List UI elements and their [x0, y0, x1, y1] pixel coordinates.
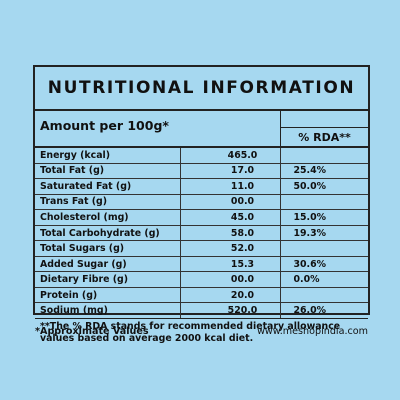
nutrient-rda: 50.0%: [279, 178, 368, 195]
nutrition-table: Energy (kcal) 465.0 Total Fat (g) 17.0 25.4%…: [35, 148, 368, 320]
nutrient-value: 00.0: [179, 194, 280, 211]
table-row: Trans Fat (g) 00.0: [35, 194, 368, 211]
nutrient-value: 45.0: [179, 209, 280, 226]
nutrient-rda: 26.0%: [279, 302, 368, 320]
nutrient-value: 465.0: [179, 148, 280, 164]
nutrient-name: Protein (g): [35, 287, 180, 304]
nutrient-name: Added Sugar (g): [35, 256, 180, 273]
nutrient-name: Cholesterol (mg): [35, 209, 180, 226]
panel-title: NUTRITIONAL INFORMATION: [35, 67, 368, 111]
nutrient-name: Trans Fat (g): [35, 194, 180, 211]
table-row: Saturated Fat (g) 11.0 50.0%: [35, 178, 368, 195]
nutrient-value: 20.0: [179, 287, 280, 304]
table-row: Sodium (mg) 520.0 26.0%: [35, 302, 368, 320]
table-row: Cholesterol (mg) 45.0 15.0%: [35, 209, 368, 226]
nutrient-rda: 30.6%: [279, 256, 368, 273]
nutrient-rda: 15.0%: [279, 209, 368, 226]
nutrient-rda: 25.4%: [279, 163, 368, 180]
rda-header-cell: % RDA**: [280, 111, 368, 146]
nutrient-value: 58.0: [179, 225, 280, 242]
nutrient-name: Dietary Fibre (g): [35, 271, 180, 288]
table-row: Total Carbohydrate (g) 58.0 19.3%: [35, 225, 368, 242]
nutrient-rda: [279, 148, 368, 164]
table-row: Dietary Fibre (g) 00.0 0.0%: [35, 271, 368, 288]
nutrient-rda: [279, 240, 368, 257]
table-row: Energy (kcal) 465.0: [35, 148, 368, 164]
nutrient-name: Sodium (mg): [35, 302, 180, 320]
nutrient-value: 52.0: [179, 240, 280, 257]
amount-label: Amount per 100g*: [40, 118, 169, 133]
nutrient-value: 15.3: [179, 256, 280, 273]
nutrient-value: 00.0: [179, 271, 280, 288]
nutrient-rda: 19.3%: [279, 225, 368, 242]
rda-footnote: **The % RDA stands for recommended dieta…: [40, 321, 341, 345]
nutrient-value: 520.0: [179, 302, 280, 320]
approx-values-note: *Approximate Values: [35, 326, 149, 337]
amount-header-row: Amount per 100g* % RDA**: [35, 111, 368, 148]
nutrient-name: Total Carbohydrate (g): [35, 225, 180, 242]
nutrient-name: Total Fat (g): [35, 163, 180, 180]
nutrient-name: Saturated Fat (g): [35, 178, 180, 195]
nutrition-panel: NUTRITIONAL INFORMATION Amount per 100g*…: [33, 65, 370, 344]
nutrient-value: 17.0: [179, 163, 280, 180]
table-row: Total Fat (g) 17.0 25.4%: [35, 163, 368, 180]
nutrient-rda: [279, 194, 368, 211]
table-row: Protein (g) 20.0: [35, 287, 368, 304]
website-url: www.meshopindia.com: [257, 326, 368, 337]
rda-header: % RDA**: [281, 127, 368, 146]
nutrient-rda: 0.0%: [279, 271, 368, 288]
nutrient-rda: [279, 287, 368, 304]
nutrient-name: Energy (kcal): [35, 148, 180, 164]
table-row: Total Sugars (g) 52.0: [35, 240, 368, 257]
nutrient-value: 11.0: [179, 178, 280, 195]
nutrient-name: Total Sugars (g): [35, 240, 180, 257]
table-row: Added Sugar (g) 15.3 30.6%: [35, 256, 368, 273]
